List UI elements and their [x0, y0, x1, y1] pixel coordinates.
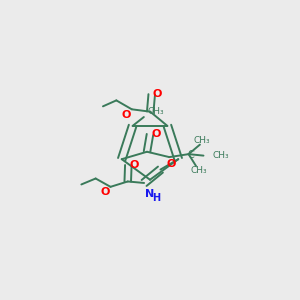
Text: CH₃: CH₃ — [212, 151, 229, 160]
Text: O: O — [151, 129, 160, 139]
Text: CH₃: CH₃ — [147, 107, 164, 116]
Text: CH₃: CH₃ — [190, 166, 207, 175]
Text: C: C — [188, 150, 194, 160]
Text: O: O — [130, 160, 139, 170]
Text: CH₃: CH₃ — [194, 136, 211, 145]
Text: O: O — [100, 187, 110, 197]
Text: O: O — [167, 159, 176, 169]
Text: O: O — [122, 110, 131, 120]
Text: N: N — [146, 189, 154, 199]
Text: O: O — [153, 89, 162, 99]
Text: H: H — [152, 194, 160, 203]
